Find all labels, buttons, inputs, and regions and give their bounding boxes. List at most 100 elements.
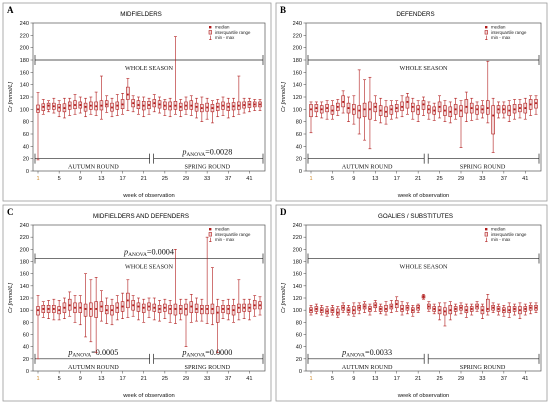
- median-point: [121, 103, 124, 106]
- boxplot-week-2: [41, 301, 46, 318]
- legend-bg: [483, 24, 539, 42]
- autumn-round-label: AUTUMN ROUND: [342, 364, 393, 371]
- x-tick-label: 29: [183, 376, 189, 382]
- anova-season-value: pANOVA=0.0004: [123, 247, 174, 257]
- median-point: [476, 108, 478, 111]
- boxplot-week-3: [46, 100, 51, 113]
- boxplot-week-1: [36, 92, 40, 161]
- iqr-box: [486, 298, 490, 312]
- y-tick-label: 140: [293, 284, 302, 290]
- legend-iqr-swatch: [484, 30, 488, 35]
- boxplot-week-36: [496, 303, 501, 316]
- boxplot-week-9: [352, 95, 356, 125]
- boxplot-week-8: [73, 94, 77, 115]
- legend-iqr-label: interquartile range: [215, 232, 251, 237]
- boxplot-week-14: [104, 297, 109, 324]
- median-point: [195, 308, 198, 310]
- boxplot-week-19: [405, 93, 410, 115]
- median-point: [411, 309, 414, 312]
- median-point: [89, 308, 92, 310]
- median-point: [342, 306, 345, 309]
- boxplot-series: [36, 36, 262, 161]
- x-tick-label: 5: [331, 176, 334, 182]
- median-point: [454, 108, 457, 111]
- boxplot-week-30: [464, 303, 469, 318]
- median-point: [374, 105, 377, 108]
- y-tick-label: 20: [23, 157, 29, 163]
- boxplot-week-25: [437, 302, 442, 321]
- median-point: [342, 101, 345, 103]
- median-point: [379, 109, 382, 112]
- boxplot-week-31: [469, 303, 474, 316]
- boxplot-week-26: [168, 300, 172, 323]
- legend-range-label: min - max: [215, 237, 235, 242]
- x-tick-label: 37: [225, 176, 231, 182]
- x-tick-label: 13: [372, 376, 378, 382]
- median-point: [153, 306, 156, 309]
- median-point: [315, 308, 318, 310]
- median-point: [105, 309, 108, 312]
- boxplot-week-4: [325, 100, 329, 120]
- boxplot-week-41: [523, 303, 528, 316]
- spring-round-label: SPRING ROUND: [185, 364, 231, 371]
- y-tick-label: 180: [293, 58, 302, 64]
- median-point: [243, 104, 246, 106]
- median-point: [449, 110, 452, 113]
- whole-season-bracket: WHOLE SEASON: [307, 55, 540, 72]
- whole-season-bracket: WHOLE SEASON pANOVA=0.0004: [34, 247, 264, 270]
- boxplot-week-37: [502, 101, 506, 119]
- median-point: [58, 309, 61, 312]
- x-tick-label: 9: [79, 376, 82, 382]
- y-tick-label: 80: [23, 320, 29, 326]
- median-point: [444, 310, 446, 313]
- median-point: [492, 114, 495, 117]
- median-point: [132, 304, 135, 307]
- boxplot-week-15: [110, 298, 114, 326]
- y-tick-label: 240: [20, 21, 29, 27]
- boxplot-week-37: [502, 304, 506, 317]
- boxplot-week-29: [459, 100, 463, 148]
- median-point: [347, 309, 350, 312]
- legend-bg: [207, 24, 263, 42]
- boxplot-week-12: [94, 277, 98, 354]
- boxplot-week-41: [247, 97, 252, 113]
- boxplot-week-27: [448, 101, 453, 124]
- legend-iqr-swatch: [484, 232, 488, 237]
- y-tick-label: 140: [20, 83, 29, 89]
- y-tick-label: 200: [293, 46, 302, 52]
- autumn-round-bracket: AUTUMN ROUND pANOVA=0.0033: [307, 348, 425, 371]
- boxplot-week-36: [221, 96, 225, 116]
- boxplot-week-1: [36, 295, 40, 360]
- median-point: [179, 105, 182, 108]
- boxplot-week-7: [341, 90, 345, 114]
- boxplot-week-16: [115, 295, 120, 321]
- median-point: [179, 308, 182, 310]
- whole-season-label: WHOLE SEASON: [400, 65, 448, 72]
- boxplot-week-10: [357, 302, 361, 315]
- boxplot-week-4: [325, 306, 329, 317]
- boxplot-week-36: [496, 101, 501, 119]
- boxplot-week-6: [62, 297, 67, 319]
- boxplot-week-35: [215, 298, 220, 354]
- iqr-box: [368, 101, 372, 120]
- median-point: [142, 104, 145, 107]
- y-axis-label: Cr [mmol/L]: [281, 283, 287, 313]
- boxplot-week-3: [46, 300, 51, 319]
- median-point: [347, 107, 350, 109]
- median-point: [105, 103, 108, 106]
- x-tick-label: 41: [522, 376, 528, 382]
- iqr-box: [357, 105, 361, 119]
- median-point: [137, 305, 140, 308]
- median-point: [460, 306, 462, 309]
- x-tick-label: 13: [372, 176, 378, 182]
- median-point: [163, 306, 166, 309]
- median-point: [126, 93, 129, 96]
- median-point: [84, 105, 87, 108]
- x-tick-label: 33: [479, 176, 485, 182]
- median-point: [148, 305, 150, 308]
- median-point: [42, 105, 45, 108]
- legend-median-label: median: [491, 25, 506, 30]
- y-tick-label: 120: [20, 95, 29, 101]
- median-point: [142, 306, 145, 309]
